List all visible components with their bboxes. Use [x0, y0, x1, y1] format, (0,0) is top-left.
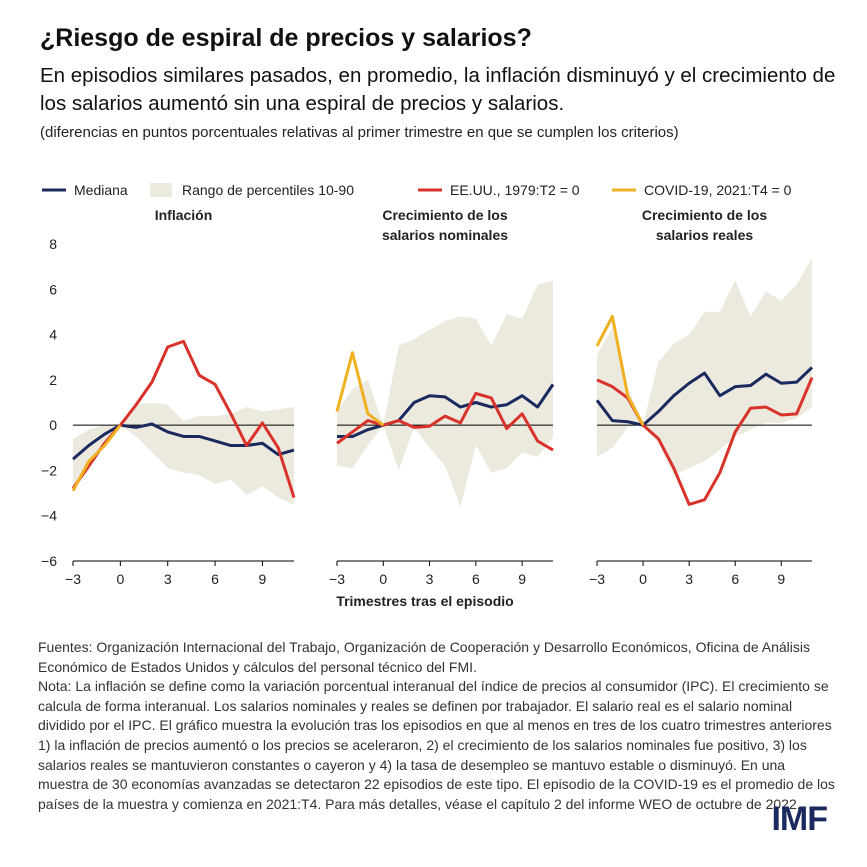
legend-swatch — [150, 183, 172, 197]
legend-label: EE.UU., 1979:T2 = 0 — [450, 182, 580, 198]
x-tick-label: −3 — [589, 571, 605, 587]
y-tick-label: −6 — [41, 553, 57, 569]
x-tick-label: 3 — [685, 571, 693, 587]
x-tick-label: 0 — [639, 571, 647, 587]
x-tick-label: 9 — [777, 571, 785, 587]
x-tick-label: −3 — [65, 571, 81, 587]
percentile-band — [597, 257, 812, 475]
y-tick-label: 8 — [49, 236, 57, 252]
series-line — [335, 351, 385, 427]
x-tick-label: 9 — [518, 571, 526, 587]
x-axis-label: Trimestres tras el episodio — [336, 593, 513, 609]
x-tick-label: 6 — [731, 571, 739, 587]
percentile-band — [73, 402, 294, 505]
y-tick-label: 2 — [49, 372, 57, 388]
x-tick-label: 9 — [259, 571, 267, 587]
x-tick-label: 6 — [472, 571, 480, 587]
series-line — [72, 422, 295, 461]
series-line — [336, 391, 554, 452]
series-line — [595, 366, 814, 427]
y-tick-label: −2 — [41, 462, 57, 478]
title: ¿Riesgo de espiral de precios y salarios… — [40, 24, 532, 52]
panel-title: Inflación — [154, 207, 213, 223]
series-line — [71, 424, 122, 492]
note: Nota: La inflación se define como la var… — [38, 678, 835, 812]
x-tick-label: 3 — [164, 571, 172, 587]
y-tick-label: 4 — [49, 327, 57, 343]
notes: Fuentes: Organización Internacional del … — [38, 638, 838, 814]
legend-label: Mediana — [74, 182, 128, 198]
x-tick-label: 0 — [379, 571, 387, 587]
legend-label: Rango de percentiles 10-90 — [182, 182, 354, 198]
percentile-band — [337, 280, 553, 507]
series-line — [337, 383, 555, 438]
sources: Fuentes: Organización Internacional del … — [38, 639, 810, 675]
series-line — [595, 314, 645, 426]
x-tick-label: 3 — [426, 571, 434, 587]
x-tick-label: 6 — [211, 571, 219, 587]
y-tick-label: 0 — [49, 417, 57, 433]
logo: IMF — [771, 800, 828, 838]
y-tick-label: 6 — [49, 281, 57, 297]
subtitle: En episodios similares pasados, en prome… — [40, 64, 836, 115]
panel-title: Crecimiento de los salarios nominales — [381, 207, 509, 243]
x-tick-label: −3 — [329, 571, 345, 587]
units-note: (diferencias en puntos porcentuales rela… — [40, 124, 679, 141]
x-tick-label: 0 — [116, 571, 124, 587]
legend-label: COVID-19, 2021:T4 = 0 — [644, 182, 792, 198]
panel-title: Crecimiento de los salarios reales — [641, 207, 768, 243]
chart: Mediana Rango de percentiles 10-90 EE.UU.,… — [41, 182, 814, 609]
y-tick-label: −4 — [41, 508, 57, 524]
